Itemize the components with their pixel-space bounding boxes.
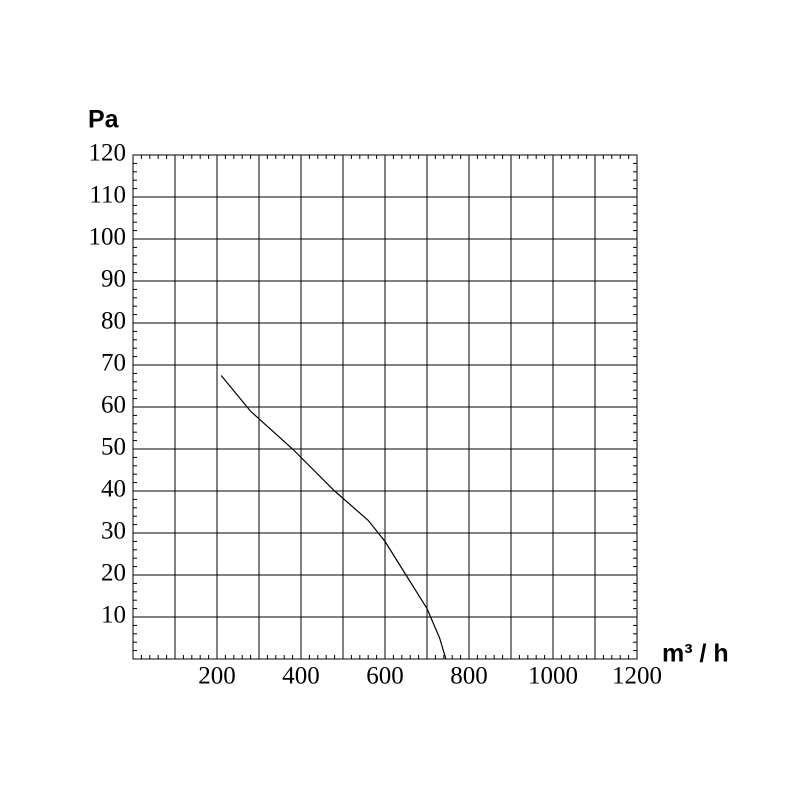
y-tick-label: 80	[101, 308, 126, 335]
y-tick-label: 10	[101, 602, 126, 629]
curve	[220, 375, 447, 660]
y-tick-label: 100	[89, 224, 127, 251]
y-tick-label: 20	[101, 560, 126, 587]
y-tick-label: 70	[101, 350, 126, 377]
x-tick-label: 1000	[528, 663, 578, 690]
x-axis-label: m³ / h	[662, 640, 729, 668]
x-tick-label: 800	[450, 663, 488, 690]
plot-frame	[132, 154, 638, 660]
x-tick-label: 400	[282, 663, 320, 690]
y-tick-label: 40	[101, 476, 126, 503]
y-tick-label: 90	[101, 266, 126, 293]
x-tick-label: 600	[366, 663, 404, 690]
x-tick-label: 1200	[612, 663, 662, 690]
y-tick-label: 110	[89, 182, 126, 209]
y-tick-label: 30	[101, 518, 126, 545]
y-tick-label: 50	[101, 434, 126, 461]
y-tick-label: 120	[89, 140, 127, 167]
y-tick-label: 60	[101, 392, 126, 419]
y-axis-label: Pa	[88, 106, 120, 134]
x-tick-label: 200	[198, 663, 236, 690]
